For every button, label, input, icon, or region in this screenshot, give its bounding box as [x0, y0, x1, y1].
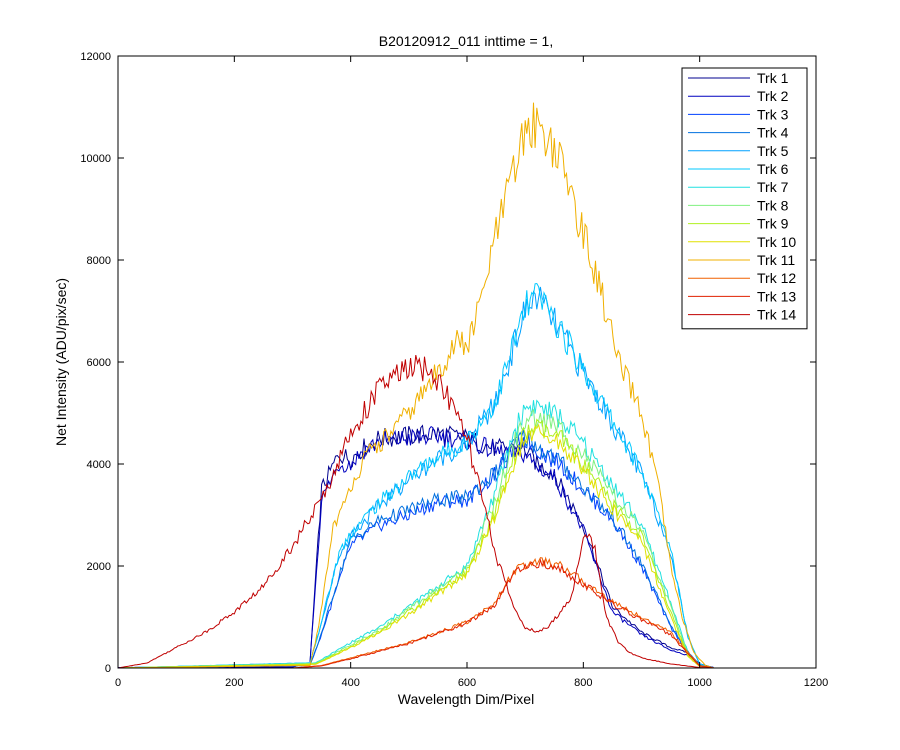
y-tick-label: 2000: [87, 561, 111, 573]
x-axis: 0 200 400 600 800 1000 1200: [115, 56, 828, 689]
x-tick-label: 200: [225, 677, 243, 689]
y-tick-label: 0: [105, 663, 111, 675]
y-tick-label: 10000: [80, 153, 111, 165]
series-line-11: [118, 102, 714, 669]
series-line-14: [117, 354, 714, 669]
series-line-2: [118, 425, 714, 669]
y-tick-label: 12000: [80, 51, 111, 63]
y-tick-label: 4000: [87, 459, 111, 471]
legend-label: Trk 6: [757, 161, 789, 177]
x-tick-label: 800: [574, 677, 592, 689]
legend-label: Trk 12: [757, 270, 796, 286]
x-tick-label: 400: [341, 677, 359, 689]
x-tick-label: 1000: [687, 677, 711, 689]
y-axis: 0 2000 4000 6000 8000 10000 12000: [80, 51, 816, 675]
x-tick-label: 0: [115, 677, 121, 689]
legend-label: Trk 11: [757, 252, 795, 268]
legend: Trk 1 Trk 2 Trk 3 Trk 4 Trk 5 Trk 6 Trk 7 Trk 8…: [681, 67, 808, 330]
x-tick-label: 1200: [804, 677, 828, 689]
x-axis-label: Wavelength Dim/Pixel: [398, 691, 534, 707]
legend-label: Trk 8: [757, 197, 789, 213]
legend-label: Trk 14: [757, 307, 796, 323]
legend-label: Trk 5: [757, 143, 789, 159]
y-tick-label: 6000: [87, 357, 111, 369]
y-tick-label: 8000: [87, 255, 111, 267]
plot-series: [117, 102, 714, 669]
legend-label: Trk 9: [757, 216, 789, 232]
legend-label: Trk 2: [757, 88, 789, 104]
legend-label: Trk 13: [757, 288, 796, 304]
x-tick-label: 600: [458, 677, 476, 689]
legend-label: Trk 10: [757, 234, 796, 250]
legend-label: Trk 3: [757, 106, 789, 122]
chart-title: B20120912_011 inttime = 1,: [379, 33, 554, 49]
legend-label: Trk 1: [757, 70, 789, 86]
legend-box: [681, 67, 808, 330]
legend-label: Trk 7: [757, 179, 789, 195]
y-axis-label: Net Intensity (ADU/pix/sec): [53, 278, 69, 446]
legend-label: Trk 4: [757, 125, 789, 141]
